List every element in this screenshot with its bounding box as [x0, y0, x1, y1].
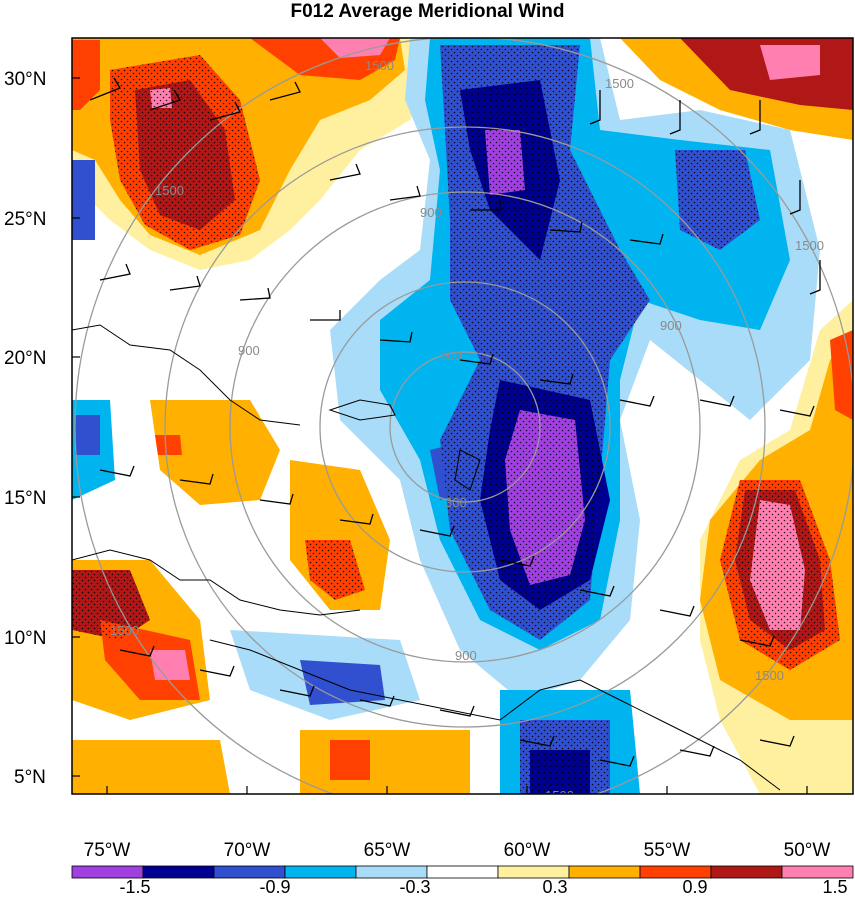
lat-label: 5°N — [14, 767, 46, 788]
contour-warm-west — [150, 400, 280, 505]
colorbar-label: 0.3 — [542, 877, 567, 897]
contour-warm-south — [330, 740, 370, 780]
lon-label: 70°W — [224, 840, 271, 861]
ring-label: 1500 — [605, 76, 634, 91]
colorbar-label: 0.9 — [682, 877, 707, 897]
colorbar-label: -0.9 — [259, 877, 290, 897]
ring-label: 1500 — [110, 623, 139, 638]
contour-cool-west — [75, 415, 100, 455]
range-ring-labels: 300 300 900 900 900 900 1500 1500 1500 1… — [110, 58, 824, 803]
map-panel: 300 300 900 900 900 900 1500 1500 1500 1… — [72, 38, 853, 803]
longitude-labels: 75°W 70°W 65°W 60°W 55°W 50°W — [84, 840, 831, 861]
contour-warm-nw — [320, 38, 390, 58]
lat-label: 20°N — [4, 348, 46, 369]
latitude-labels: 30°N 25°N 20°N 15°N 10°N 5°N — [4, 69, 46, 788]
range-rings — [74, 38, 853, 794]
contour-warm-south — [300, 730, 470, 794]
lon-label: 75°W — [84, 840, 131, 861]
contour-warm-west — [155, 435, 182, 455]
ring-label: 1500 — [155, 183, 184, 198]
ring-label: 900 — [420, 205, 442, 220]
contour-warm-south — [72, 740, 230, 794]
ring-label: 900 — [455, 648, 477, 663]
ring-label: 1500 — [755, 668, 784, 683]
colorbar-labels: -1.5 -0.9 -0.3 0.3 0.9 1.5 — [119, 877, 847, 897]
contour-warm-nw — [72, 40, 100, 110]
lon-label: 50°W — [784, 840, 831, 861]
colorbar-swatch — [426, 865, 499, 879]
colorbar-label: 1.5 — [822, 877, 847, 897]
contour-warm-sw — [150, 650, 190, 680]
ring-label: 900 — [238, 343, 260, 358]
colorbar-swatch — [781, 865, 854, 879]
colorbar-swatch — [568, 865, 641, 879]
ring-label: 1500 — [545, 788, 574, 803]
lon-label: 55°W — [644, 840, 691, 861]
lon-label: 60°W — [504, 840, 551, 861]
contour-cool-west — [72, 160, 95, 240]
longitude-axis — [106, 786, 808, 794]
lat-label: 25°N — [4, 209, 46, 230]
colorbar-swatch — [284, 865, 357, 879]
contour-cool-sw — [300, 660, 385, 705]
ring-label: 900 — [660, 318, 682, 333]
colorbar-swatch — [710, 865, 783, 879]
map-frame — [71, 37, 854, 795]
ring-label: 1500 — [795, 238, 824, 253]
wind-barbs — [89, 77, 821, 767]
latitude-axis — [72, 77, 80, 777]
map-title: F012 Average Meridional Wind — [290, 1, 565, 22]
lat-label: 30°N — [4, 69, 46, 90]
ring-label: 300 — [440, 348, 462, 363]
colorbar-swatch — [142, 865, 215, 879]
colorbar-label: -1.5 — [119, 877, 150, 897]
lat-label: 15°N — [4, 488, 46, 509]
lon-label: 65°W — [364, 840, 411, 861]
ring-label: 300 — [445, 495, 467, 510]
colorbar-label: -0.3 — [399, 877, 430, 897]
coastlines — [72, 324, 781, 791]
ring-label: 1500 — [365, 58, 394, 73]
lat-label: 10°N — [4, 628, 46, 649]
contour-warm-ne — [760, 45, 820, 80]
colorbar — [71, 865, 854, 879]
